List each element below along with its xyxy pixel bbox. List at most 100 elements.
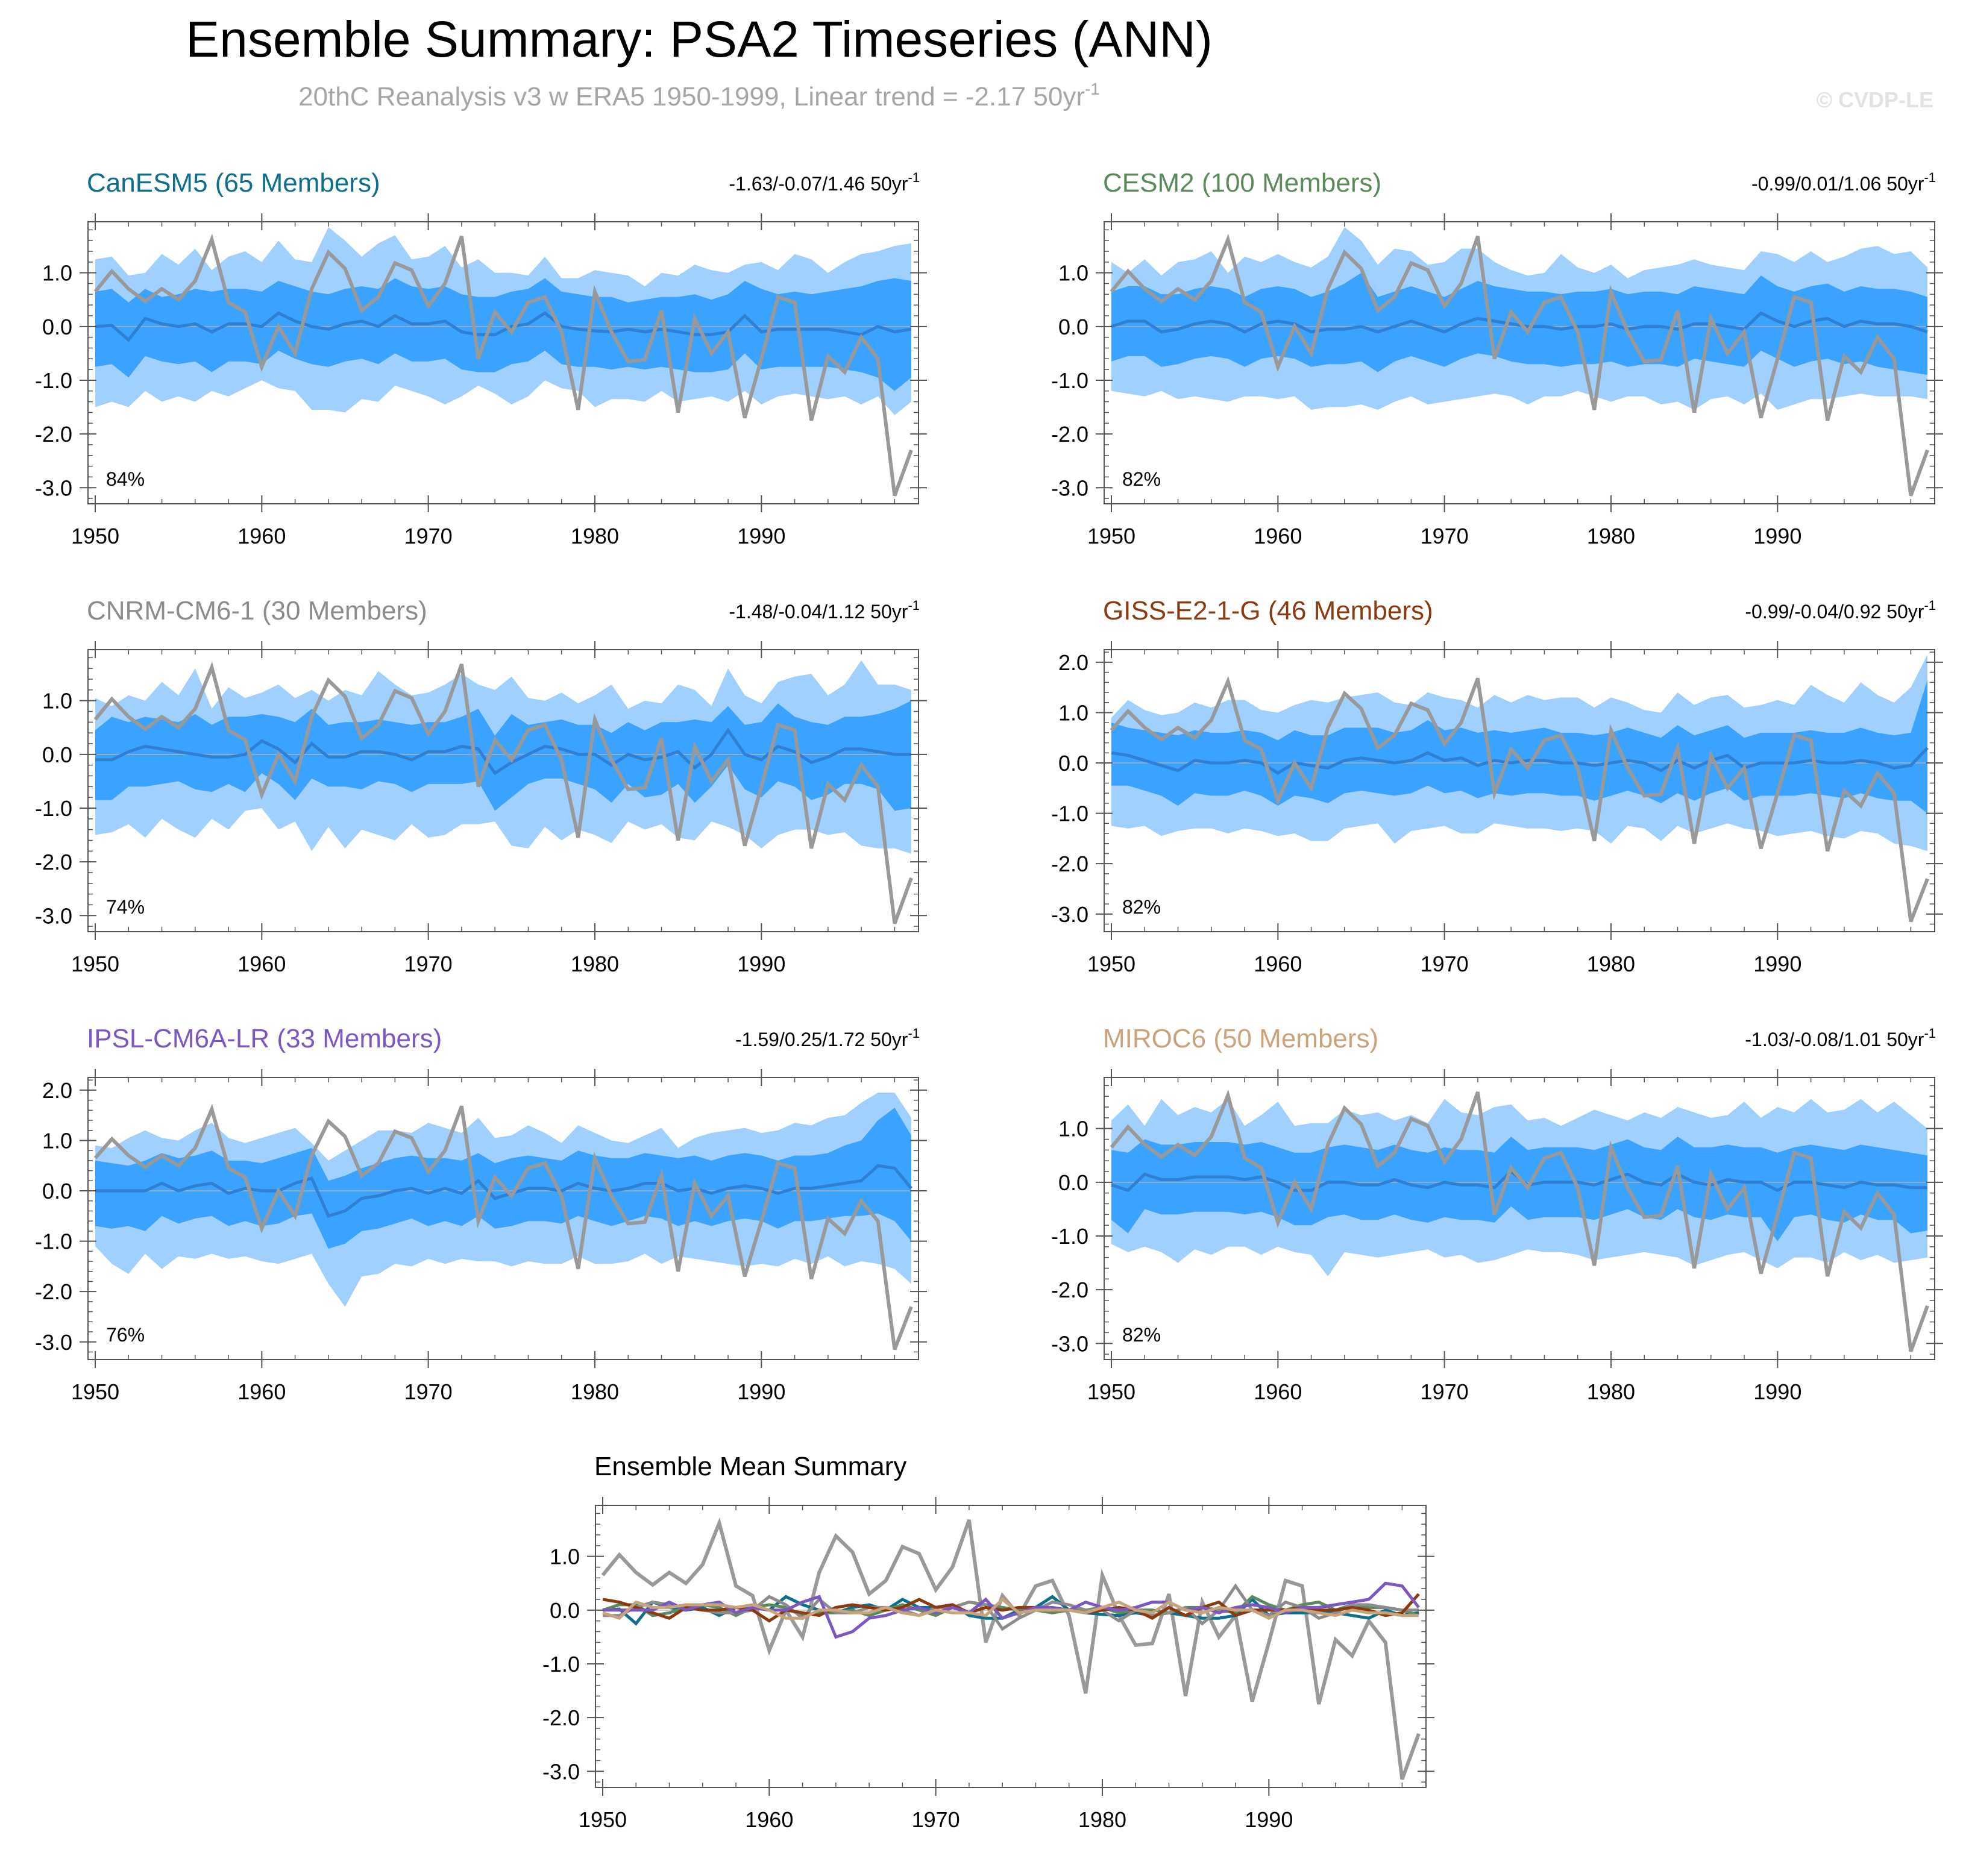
panel-giss-y-tick-label: 0.0 — [1058, 751, 1088, 776]
panel-cnrm-x-tick-label: 1990 — [737, 952, 785, 976]
panel-cesm2-y-tick-label: 1.0 — [1058, 261, 1088, 286]
panels-container: CanESM5 (65 Members) -1.63/-0.07/1.46 50y… — [35, 168, 1943, 1404]
trend-text-ipsl: -1.59/0.25/1.72 50yr — [735, 1029, 908, 1050]
summary-x-tick-label: 1960 — [745, 1807, 793, 1832]
panel-giss-y-tick-label: -3.0 — [1051, 902, 1088, 927]
watermark: © CVDP-LE — [1816, 87, 1933, 112]
panel-miroc6-x-tick-label: 1990 — [1753, 1379, 1801, 1404]
summary-y-tick-label: -3.0 — [542, 1759, 580, 1784]
summary-y-tick-label: -2.0 — [542, 1705, 580, 1730]
summary-x-tick-label: 1970 — [912, 1807, 960, 1832]
panel-cnrm-y-tick-label: 1.0 — [42, 689, 72, 714]
trend-text-miroc6: -1.03/-0.08/1.01 50yr — [1745, 1029, 1924, 1050]
trend-text-cesm2: -0.99/0.01/1.06 50yr — [1751, 173, 1924, 195]
observation-line-giss — [1110, 676, 1929, 923]
panel-miroc6-y-tick-label: -3.0 — [1051, 1331, 1088, 1356]
summary-title: Ensemble Mean Summary — [594, 1452, 906, 1481]
observation-line-miroc6 — [1110, 1089, 1929, 1352]
panel-cnrm-frame — [87, 649, 919, 932]
observation-line-canesm5 — [93, 233, 913, 497]
panel-giss-x-tick-label: 1990 — [1753, 952, 1801, 976]
trend-label-miroc6: -1.03/-0.08/1.01 50yr-1 — [1745, 1026, 1936, 1050]
trend-superscript-cesm2: -1 — [1924, 170, 1936, 185]
ensemble-mean-line-canesm5 — [95, 311, 912, 342]
panel-miroc6-y-tick-label: -1.0 — [1051, 1224, 1088, 1249]
summary-y-tick-label: 1.0 — [550, 1545, 580, 1569]
panel-cnrm-x-tick-label: 1950 — [71, 952, 119, 976]
panel-miroc6-frame — [1104, 1077, 1935, 1360]
panel-cesm2-x-tick-label: 1990 — [1753, 524, 1801, 548]
panel-giss-y-tick-label: 2.0 — [1058, 650, 1088, 675]
percent-label-cnrm: 74% — [106, 896, 145, 918]
trend-superscript-ipsl: -1 — [908, 1026, 920, 1041]
panel-giss-y-tick-label: -1.0 — [1051, 802, 1088, 826]
panel-ipsl-x-tick-label: 1960 — [237, 1379, 286, 1404]
panel-giss-y-tick-label: 1.0 — [1058, 700, 1088, 725]
subtitle-text: 20thC Reanalysis v3 w ERA5 1950-1999, Li… — [298, 82, 1085, 111]
panel-ipsl-y-tick-label: -3.0 — [35, 1330, 72, 1355]
observation-line-cnrm — [93, 661, 913, 924]
panel-miroc6-y-tick-label: 0.0 — [1058, 1170, 1088, 1195]
panel-ipsl-x-tick-label: 1990 — [737, 1379, 785, 1404]
main-title: Ensemble Summary: PSA2 Timeseries (ANN) — [186, 11, 1213, 67]
summary-y-tick-label: -1.0 — [542, 1652, 580, 1677]
panel-ipsl-x-tick-label: 1980 — [571, 1379, 619, 1404]
panel-cnrm-y-tick-label: -2.0 — [35, 850, 72, 874]
summary-x-tick-label: 1950 — [579, 1807, 627, 1832]
subtitle: 20thC Reanalysis v3 w ERA5 1950-1999, Li… — [298, 80, 1100, 111]
panel-cesm2-frame — [1104, 221, 1935, 504]
summary-frame — [595, 1505, 1427, 1788]
panel-miroc6-y-tick-label: 1.0 — [1058, 1117, 1088, 1141]
trend-text-giss: -0.99/-0.04/0.92 50yr — [1745, 601, 1924, 623]
panel-ipsl: IPSL-CM6A-LR (33 Members) -1.59/0.25/1.72… — [35, 1024, 927, 1404]
panel-miroc6-x-tick-label: 1970 — [1421, 1379, 1469, 1404]
panel-canesm5-y-tick-label: 1.0 — [42, 261, 72, 286]
observation-line-cesm2 — [1110, 233, 1929, 497]
trend-text-canesm5: -1.63/-0.07/1.46 50yr — [729, 173, 908, 195]
trend-text-cnrm: -1.48/-0.04/1.12 50yr — [729, 601, 908, 623]
panel-title-miroc6: MIROC6 (50 Members) — [1103, 1024, 1378, 1053]
inner-spread-band-cnrm — [95, 700, 911, 811]
percent-label-giss: 82% — [1122, 896, 1161, 918]
trend-superscript-miroc6: -1 — [1924, 1026, 1936, 1041]
panel-ipsl-y-tick-label: 2.0 — [42, 1078, 72, 1103]
panel-cesm2-x-tick-label: 1970 — [1421, 524, 1469, 548]
panel-giss-frame — [1104, 649, 1935, 932]
percent-label-canesm5: 84% — [106, 468, 145, 490]
summary-y-tick-label: 0.0 — [550, 1598, 580, 1623]
percent-label-cesm2: 82% — [1122, 468, 1161, 490]
panel-ipsl-y-tick-label: -1.0 — [35, 1229, 72, 1254]
panel-miroc6-y-tick-label: -2.0 — [1051, 1278, 1088, 1302]
summary-observation-line — [601, 1517, 1421, 1780]
panel-cnrm: CNRM-CM6-1 (30 Members) -1.48/-0.04/1.12 … — [35, 596, 927, 976]
panel-canesm5-x-tick-label: 1980 — [571, 524, 619, 548]
panel-giss-x-tick-label: 1960 — [1254, 952, 1302, 976]
panel-canesm5-y-tick-label: -3.0 — [35, 475, 72, 500]
panel-ipsl-y-tick-label: 1.0 — [42, 1128, 72, 1153]
panel-canesm5: CanESM5 (65 Members) -1.63/-0.07/1.46 50y… — [35, 168, 927, 548]
panel-canesm5-x-tick-label: 1970 — [404, 524, 453, 548]
panel-cnrm-x-tick-label: 1980 — [571, 952, 619, 976]
panel-giss-x-tick-label: 1970 — [1421, 952, 1469, 976]
panel-title-giss: GISS-E2-1-G (46 Members) — [1103, 596, 1433, 626]
panel-canesm5-x-tick-label: 1950 — [71, 524, 119, 548]
inner-spread-band-canesm5 — [95, 278, 911, 391]
panel-canesm5-x-tick-label: 1990 — [737, 524, 785, 548]
panel-title-cnrm: CNRM-CM6-1 (30 Members) — [87, 596, 427, 626]
panel-miroc6-x-tick-label: 1960 — [1254, 1379, 1302, 1404]
panel-giss: GISS-E2-1-G (46 Members) -0.99/-0.04/0.92… — [1051, 596, 1943, 976]
trend-superscript-cnrm: -1 — [908, 598, 920, 613]
trend-label-giss: -0.99/-0.04/0.92 50yr-1 — [1745, 598, 1936, 623]
panel-miroc6-x-tick-label: 1950 — [1087, 1379, 1135, 1404]
percent-label-miroc6: 82% — [1122, 1324, 1161, 1346]
panel-canesm5-x-tick-label: 1960 — [237, 524, 286, 548]
panel-ipsl-x-tick-label: 1970 — [404, 1379, 453, 1404]
subtitle-superscript: -1 — [1085, 80, 1100, 98]
panel-ipsl-y-tick-label: -2.0 — [35, 1279, 72, 1304]
panel-cesm2-x-tick-label: 1980 — [1587, 524, 1635, 548]
panel-cnrm-y-tick-label: -3.0 — [35, 903, 72, 928]
panel-canesm5-y-tick-label: -1.0 — [35, 368, 72, 393]
summary-x-tick-label: 1980 — [1078, 1807, 1126, 1832]
trend-label-cesm2: -0.99/0.01/1.06 50yr-1 — [1751, 170, 1936, 195]
